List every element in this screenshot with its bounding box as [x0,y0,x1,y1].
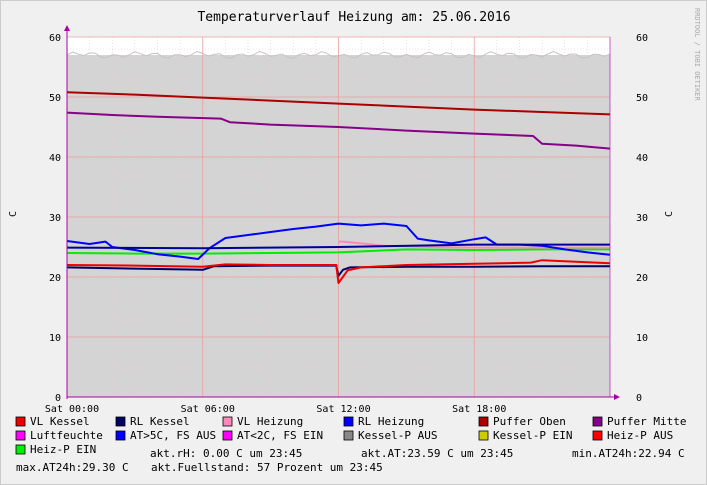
legend-item: Puffer Mitte [592,415,686,428]
legend-swatch [15,444,26,455]
y-axis-label-right: C [664,211,675,217]
legend-label: RL Heizung [358,415,424,428]
legend-label: Luftfeuchte [30,429,103,442]
stat-at-min: min.AT24h:22.94 C [572,447,685,460]
x-tick-label: Sat 12:00 [316,404,370,415]
y-tick-label-left: 40 [49,153,61,164]
x-tick-label: Sat 06:00 [181,404,235,415]
legend-item: RL Kessel [115,415,190,428]
series-line-rl-kessel-flat [66,243,610,250]
stat-humidity: akt.rH: 0.00 C um 23:45 [150,447,302,460]
x-tick-labels: Sat 00:00 Sat 06:00 Sat 12:00 Sat 18:00 [45,404,506,415]
legend-item: VL Heizung [222,415,303,428]
series-lines [66,91,611,284]
x-tick-label: Sat 18:00 [452,404,506,415]
legend-label: AT<2C, FS EIN [237,429,323,442]
y-tick-label-left: 30 [49,213,61,224]
axes [64,25,620,400]
legend-label: RL Kessel [130,415,190,428]
y-tick-label-right: 20 [636,273,648,284]
legend-swatch [592,430,603,441]
legend-label: Heiz-P EIN [30,443,96,456]
y-tick-label-left: 20 [49,273,61,284]
legend-swatch [15,430,26,441]
legend-swatch [222,416,233,427]
legend: VL Kessel RL Kessel VL Heizung RL Heizung Pu… [15,415,686,456]
legend-label: VL Heizung [237,415,303,428]
y-tick-label-left: 10 [49,333,61,344]
legend-label: Puffer Mitte [607,415,686,428]
rrdtool-credit: RRDTOOL / TOBI OETIKER [693,8,701,102]
x-axis-arrow [614,394,620,400]
legend-item: RL Heizung [343,415,424,428]
legend-swatch [343,416,354,427]
y-tick-label-right: 50 [636,93,648,104]
grid-lines [66,36,610,397]
y-tick-label-right: 40 [636,153,648,164]
y-tick-label-right: 60 [636,33,648,44]
legend-swatch [478,430,489,441]
series-line-puffer-mitte [66,111,611,150]
legend-item: AT<2C, FS EIN [222,429,323,442]
series-line-vl-kessel [66,259,611,284]
legend-swatch [592,416,603,427]
legend-label: Kessel-P AUS [358,429,437,442]
legend-label: Kessel-P EIN [493,429,572,442]
legend-swatch [343,430,354,441]
stat-fill-level: akt.Fuellstand: 57 Prozent um 23:45 [151,461,383,474]
y-axis-arrow [64,25,70,31]
legend-label: AT>5C, FS AUS [130,429,216,442]
legend-label: Puffer Oben [493,415,566,428]
y-tick-label-left: 0 [55,393,61,404]
series-line-puffer-oben [66,91,611,116]
stats-block: akt.rH: 0.00 C um 23:45 akt.AT:23.59 C u… [16,447,685,474]
legend-item: Heiz-P AUS [592,429,673,442]
legend-swatch [478,416,489,427]
legend-swatch [115,430,126,441]
legend-label: Heiz-P AUS [607,429,673,442]
stat-at-current: akt.AT:23.59 C um 23:45 [361,447,513,460]
legend-item: VL Kessel [15,415,90,428]
legend-swatch [222,430,233,441]
legend-item: Luftfeuchte [15,429,103,442]
y-tick-label-right: 10 [636,333,648,344]
y-axis-label-left: C [8,211,19,217]
y-tick-label-right: 0 [636,393,642,404]
y-tick-label-left: 60 [49,33,61,44]
legend-item: Puffer Oben [478,415,566,428]
legend-item: AT>5C, FS AUS [115,429,216,442]
legend-item: Kessel-P EIN [478,429,572,442]
y-tick-label-right: 30 [636,213,648,224]
legend-label: VL Kessel [30,415,90,428]
stat-at-max: max.AT24h:29.30 C [16,461,129,474]
chart-title: Temperaturverlauf Heizung am: 25.06.2016 [197,10,510,25]
legend-item: Heiz-P EIN [15,443,96,456]
legend-item: Kessel-P AUS [343,429,437,442]
legend-swatch [115,416,126,427]
legend-swatch [15,416,26,427]
y-tick-labels: 0 0 10 10 20 20 30 30 40 40 50 50 60 60 [49,33,648,404]
y-tick-label-left: 50 [49,93,61,104]
x-tick-label: Sat 00:00 [45,404,99,415]
